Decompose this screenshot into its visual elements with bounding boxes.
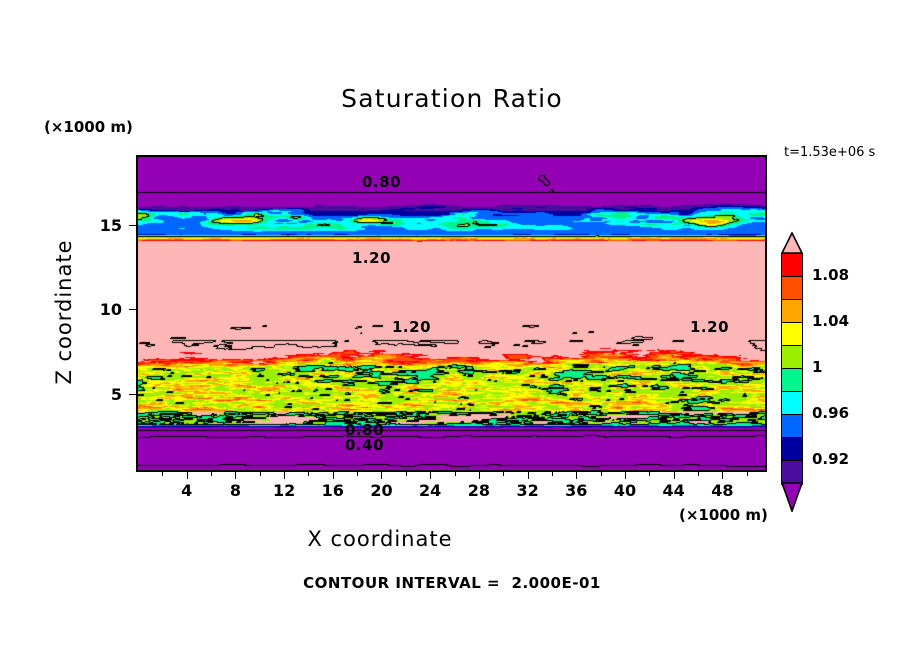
y-tick-label: 10 <box>99 300 122 320</box>
contour-level-label: 1.20 <box>352 249 392 267</box>
contour-level-label: 0.80 <box>362 173 402 191</box>
colorbar-band <box>781 253 803 278</box>
y-tick-label: 15 <box>99 215 122 235</box>
x-minor-tick <box>600 472 602 476</box>
colorbar-band <box>781 437 803 462</box>
colorbar-label: 0.92 <box>812 450 850 468</box>
contour-level-label: 0.80 <box>345 421 385 439</box>
x-minor-tick <box>308 472 310 476</box>
x-minor-tick <box>162 472 164 476</box>
x-tick-label: 20 <box>370 481 393 500</box>
x-minor-tick <box>503 472 505 476</box>
colorbar-label: 1.04 <box>812 312 850 330</box>
colorbar-band <box>781 368 803 393</box>
contour-level-label: 0.40 <box>345 436 385 454</box>
page-title: Saturation Ratio <box>341 84 563 113</box>
x-tick-label: 48 <box>711 481 734 500</box>
x-axis-units-label: (×1000 m) <box>679 506 768 524</box>
y-tick <box>129 224 136 226</box>
x-tick-label: 36 <box>565 481 588 500</box>
colorbar-under-arrow <box>781 482 803 512</box>
x-tick-label: 8 <box>229 481 241 500</box>
x-minor-tick <box>357 472 359 476</box>
contour-interval-note: CONTOUR INTERVAL = 2.000E-01 <box>303 574 601 592</box>
x-tick-label: 16 <box>321 481 344 500</box>
colorbar-band <box>781 345 803 370</box>
x-minor-tick <box>551 472 553 476</box>
x-tick-label: 40 <box>613 481 637 500</box>
colorbar-band <box>781 460 803 485</box>
contour-plot-area[interactable] <box>136 155 767 472</box>
y-tick <box>129 393 136 395</box>
y-tick <box>129 309 136 311</box>
time-annotation: t=1.53e+06 s <box>784 145 876 160</box>
x-minor-tick <box>649 472 651 476</box>
y-axis-title: Z coordinate <box>52 239 76 385</box>
x-tick-label: 12 <box>272 481 296 500</box>
colorbar-band <box>781 391 803 416</box>
x-minor-tick <box>454 472 456 476</box>
x-tick <box>722 472 724 479</box>
x-tick <box>381 472 383 479</box>
x-tick <box>527 472 529 479</box>
x-minor-tick <box>746 472 748 476</box>
colorbar-label: 1.08 <box>812 266 850 284</box>
contour-level-label: 1.20 <box>690 318 730 336</box>
x-minor-tick <box>698 472 700 476</box>
x-tick <box>235 472 237 479</box>
saturation-ratio-field <box>138 157 765 470</box>
colorbar-band <box>781 322 803 347</box>
y-tick-label: 5 <box>110 384 122 404</box>
x-tick-label: 32 <box>516 481 539 500</box>
x-tick <box>478 472 480 479</box>
x-tick <box>576 472 578 479</box>
x-tick <box>284 472 286 479</box>
contour-level-label: 1.20 <box>392 318 432 336</box>
colorbar-band <box>781 414 803 439</box>
x-tick <box>332 472 334 479</box>
colorbar-band <box>781 276 803 301</box>
colorbar-label: 1 <box>812 358 823 376</box>
colorbar-over-arrow <box>781 232 803 254</box>
x-tick <box>186 472 188 479</box>
x-tick <box>624 472 626 479</box>
x-axis-title: X coordinate <box>307 527 453 551</box>
colorbar-band <box>781 299 803 324</box>
x-tick-label: 4 <box>181 481 193 500</box>
x-tick <box>673 472 675 479</box>
y-axis-units-label: (×1000 m) <box>44 118 133 136</box>
colorbar[interactable] <box>781 253 803 485</box>
x-minor-tick <box>211 472 213 476</box>
colorbar-label: 0.96 <box>812 404 850 422</box>
x-tick-label: 24 <box>419 481 442 500</box>
x-tick-label: 28 <box>467 481 491 500</box>
x-minor-tick <box>405 472 407 476</box>
x-tick-label: 44 <box>662 481 685 500</box>
x-tick <box>430 472 432 479</box>
x-minor-tick <box>259 472 261 476</box>
